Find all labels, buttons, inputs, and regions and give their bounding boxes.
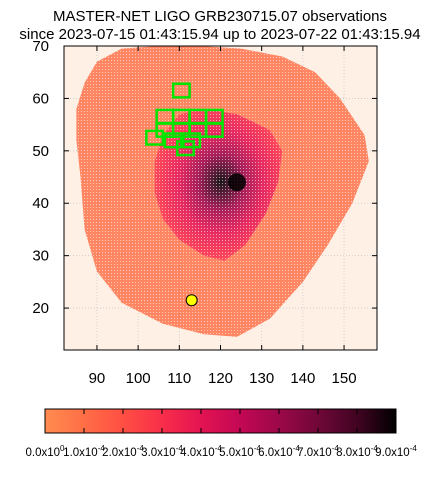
observation-field [204, 121, 224, 138]
source-marker [185, 294, 198, 307]
colorbar-label: 7.0x10-4 [297, 444, 339, 459]
y-tick-label: 20 [32, 300, 49, 317]
colorbar-label: 5.0x10-4 [219, 444, 261, 459]
x-tick-label: 130 [249, 370, 274, 387]
y-tick-label: 50 [32, 143, 49, 160]
colorbar-gradient [44, 408, 397, 434]
x-tick-label: 150 [332, 370, 357, 387]
x-tick-label: 120 [208, 370, 233, 387]
chart-title-line-2: since 2023-07-15 01:43:15.94 up to 2023-… [19, 26, 421, 43]
y-axis: 20 30 40 50 60 70 [32, 38, 377, 317]
colorbar: 0.0x1001.0x10-42.0x10-43.0x10-44.0x10-45… [26, 408, 417, 459]
chart-title-line-1: MASTER-NET LIGO GRB230715.07 observation… [52, 8, 388, 25]
colorbar-label: 2.0x10-4 [102, 444, 144, 459]
probability-peak [227, 173, 246, 192]
colorbar-label: 4.0x10-4 [180, 444, 222, 459]
colorbar-label: 3.0x10-4 [141, 444, 183, 459]
observation-field [145, 129, 165, 146]
colorbar-label: 6.0x10-4 [258, 444, 300, 459]
colorbar-label: 8.0x10-4 [336, 444, 378, 459]
x-tick-label: 90 [89, 370, 106, 387]
chart-title: MASTER-NET LIGO GRB230715.07 observation… [0, 8, 440, 48]
colorbar-label: 1.0x10-4 [63, 444, 105, 459]
y-tick-label: 60 [32, 90, 49, 107]
y-tick-label: 70 [32, 38, 49, 55]
x-tick-label: 110 [167, 370, 191, 387]
observation-field [171, 82, 191, 99]
x-tick-label: 140 [290, 370, 315, 387]
colorbar-label: 9.0x10-4 [375, 444, 417, 459]
colorbar-label: 0.0x100 [26, 444, 66, 459]
observation-field [176, 140, 195, 157]
source-position-marker [185, 294, 198, 307]
x-tick-label: 100 [126, 370, 151, 387]
x-axis: 90 100 110 120 130 140 150 [89, 46, 357, 387]
observation-fields [145, 82, 224, 157]
y-tick-label: 40 [32, 195, 49, 212]
y-tick-label: 30 [32, 248, 49, 265]
